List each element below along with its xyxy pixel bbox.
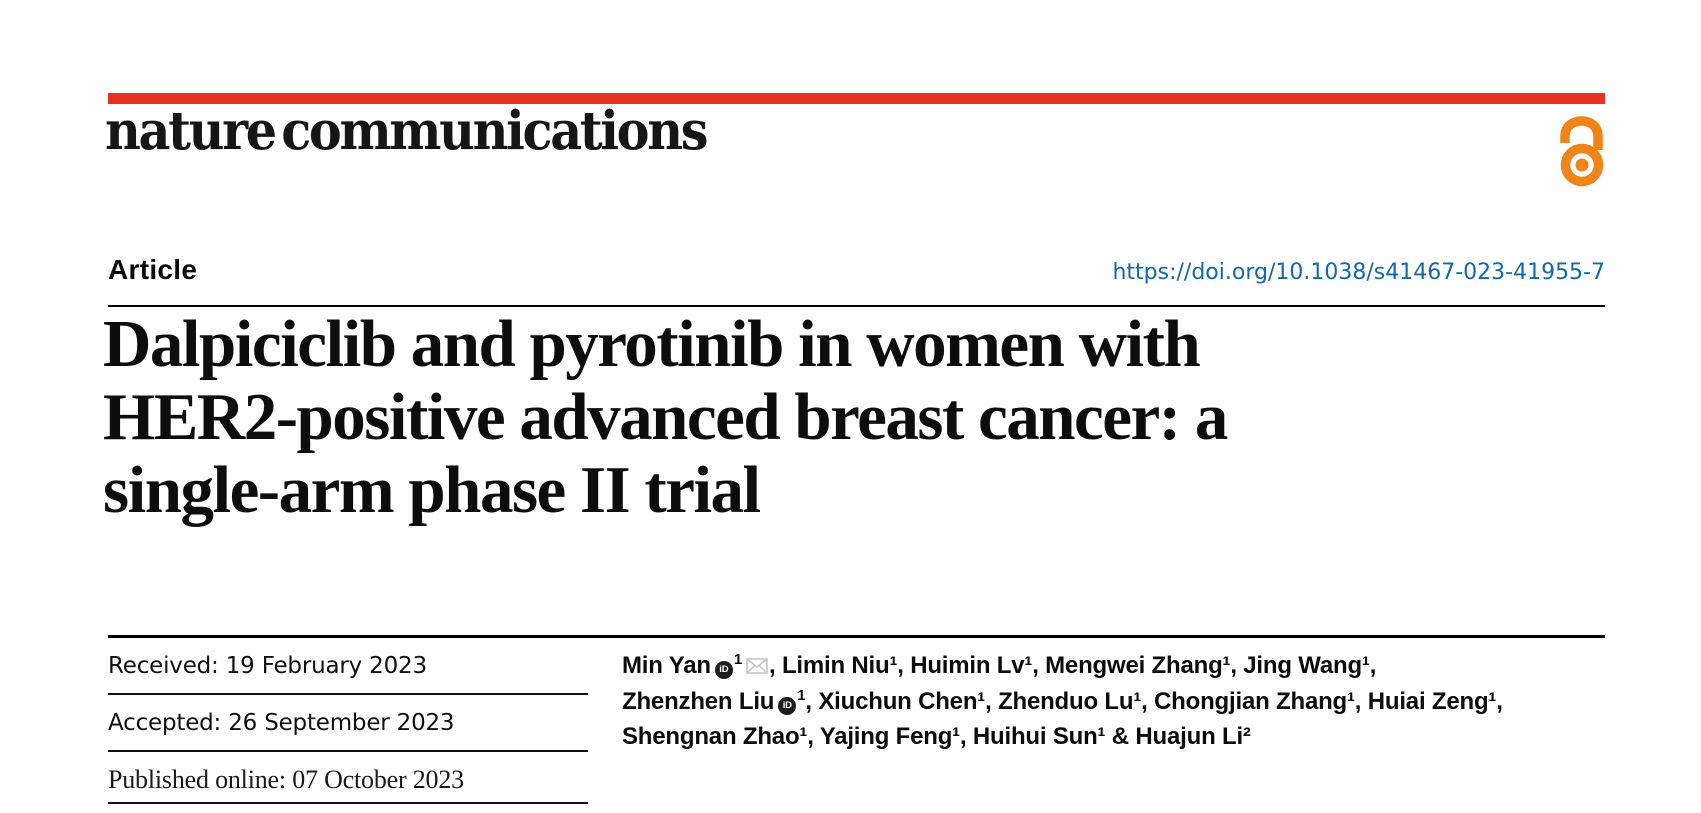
title-line-1: Dalpiciclib and pyrotinib in women with [103,307,1201,381]
orcid-icon[interactable]: iD [714,660,733,679]
affiliation-sup: 1 [797,687,806,704]
title-line-2: HER2-positive advanced breast cancer: a [103,380,1228,454]
accepted-date-row: Accepted: 26 September 2023 [108,695,588,752]
accepted-label: Accepted: [108,710,222,736]
author-line-2-rest: , Xiuchun Chen¹, Zhenduo Lu¹, Chongjian … [805,688,1503,715]
metadata-divider [108,635,1605,638]
received-label: Received: [108,653,219,679]
published-label: Published online: [108,765,286,794]
affiliation-sup: 1 [733,651,743,668]
author-list: Min Yan iD1, Limin Niu¹, Huimin Lv¹, Meng… [622,648,1622,754]
published-date-row: Published online: 07 October 2023 [108,752,588,804]
published-value: 07 October 2023 [292,765,464,794]
received-date-row: Received: 19 February 2023 [108,638,588,695]
orcid-icon[interactable]: iD [778,696,797,715]
article-type-label: Article [108,254,198,285]
title-line-3: single-arm phase II trial [103,453,761,527]
accepted-value: 26 September 2023 [228,710,455,736]
open-access-icon [1555,109,1607,192]
journal-brand-bar [108,93,1605,104]
doi-link[interactable]: https://doi.org/10.1038/s41467-023-41955… [1112,260,1605,285]
header-divider [108,305,1605,307]
author-min-yan: Min Yan [622,652,711,679]
author-line-3: Shengnan Zhao¹, Yajing Feng¹, Huihui Sun… [622,723,1251,750]
author-line-1: Min Yan iD1 , Limin Niu¹, Huimin Lv¹, Meng… [622,648,1622,684]
author-line-2: Zhenzhen Liu iD1, Xiuchun Chen¹, Zhenduo … [622,684,1622,719]
article-history: Received: 19 February 2023 Accepted: 26 … [108,638,588,804]
author-line-1-rest: , Limin Niu¹, Huimin Lv¹, Mengwei Zhang¹… [769,652,1377,679]
article-title: Dalpiciclib and pyrotinib in women with … [103,308,1433,527]
author-zhenzhen-liu: Zhenzhen Liu [622,688,775,715]
article-header-row: Article https://doi.org/10.1038/s41467-0… [108,254,1605,286]
email-envelope-icon[interactable] [746,649,768,684]
received-value: 19 February 2023 [225,653,427,679]
journal-logo: nature communications [105,100,708,162]
